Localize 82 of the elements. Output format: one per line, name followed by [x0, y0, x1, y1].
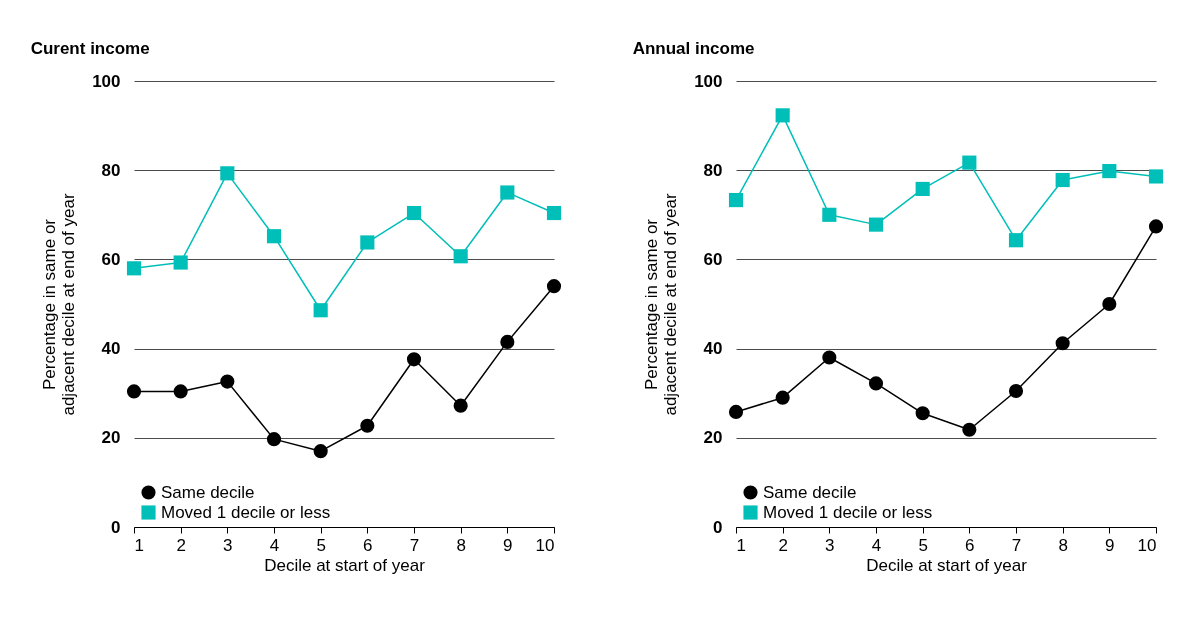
point: [453, 398, 468, 413]
point: [1008, 233, 1024, 248]
x-axis-title: Decile at start of year: [264, 555, 426, 575]
point: [500, 185, 515, 200]
y-tick-label: 20: [703, 428, 723, 448]
point: [915, 406, 930, 421]
x-tick-label: 5: [918, 535, 928, 555]
point: [266, 229, 282, 244]
y-tick-label: 20: [101, 428, 121, 448]
x-tick-label: 2: [778, 535, 788, 555]
point: [126, 384, 142, 399]
point: [775, 108, 790, 123]
y-axis-title: Percentage in same or adjacent decile at end of year: [40, 193, 79, 416]
y-tick-label: 60: [703, 249, 723, 269]
point: [868, 376, 884, 391]
x-tick-label: 6: [363, 535, 373, 555]
y-tick-label: 60: [101, 249, 121, 269]
point: [453, 249, 468, 264]
point: [728, 404, 744, 419]
y-tick-label: 100: [694, 71, 723, 91]
y-tick-label: 40: [703, 339, 723, 359]
legend-label: Same decile: [161, 482, 255, 502]
x-tick-label: 2: [176, 535, 186, 555]
y-tick-label: 0: [713, 517, 723, 537]
point: [775, 390, 790, 405]
x-tick-label: 8: [456, 535, 466, 555]
legend-label: Same decile: [763, 482, 857, 502]
chart-title: Curent income: [30, 39, 150, 58]
point: [313, 444, 328, 459]
chart-title: Annual income: [632, 39, 755, 58]
x-tick-label: 6: [965, 535, 975, 555]
x-tick-label: 4: [269, 535, 280, 555]
x-axis-title: Decile at start of year: [866, 555, 1028, 575]
x-tick-label: 9: [1105, 535, 1115, 555]
x-tick-label: 5: [316, 535, 326, 555]
legend-label: Moved 1 decile or less: [763, 502, 933, 522]
point: [822, 207, 837, 222]
point: [1008, 383, 1024, 399]
y-tick-label: 80: [101, 160, 121, 180]
point: [868, 217, 884, 232]
point: [1148, 169, 1164, 184]
y-tick-label: 40: [101, 339, 121, 359]
point: [962, 155, 977, 170]
point: [915, 181, 930, 196]
y-axis-title: Percentage in same or adjacent decile at end of year: [642, 193, 681, 416]
point: [173, 255, 188, 270]
point: [500, 334, 515, 349]
x-tick-label: 7: [409, 535, 420, 555]
point: [1148, 219, 1164, 234]
point: [313, 303, 328, 318]
point: [1102, 164, 1117, 179]
legend-label: Moved 1 decile or less: [161, 502, 331, 522]
x-tick-label: 1: [134, 535, 144, 555]
point: [266, 432, 282, 447]
x-tick-label: 10: [535, 535, 555, 555]
point: [126, 261, 142, 276]
point: [220, 374, 235, 389]
x-tick-label: 10: [1137, 535, 1157, 555]
point: [546, 205, 562, 221]
point: [406, 352, 422, 367]
x-tick-label: 3: [223, 535, 233, 555]
point: [962, 422, 977, 437]
x-tick-label: 7: [1011, 535, 1022, 555]
point: [406, 205, 422, 221]
point: [546, 279, 562, 294]
point: [360, 418, 375, 433]
y-tick-label: 100: [92, 71, 121, 91]
point: [728, 193, 744, 208]
x-tick-label: 3: [825, 535, 835, 555]
point: [1055, 172, 1070, 188]
point: [1102, 296, 1117, 312]
x-tick-label: 8: [1058, 535, 1068, 555]
x-tick-label: 4: [871, 535, 882, 555]
point: [173, 384, 188, 399]
x-tick-label: 1: [736, 535, 746, 555]
point: [1055, 336, 1070, 351]
point: [360, 235, 375, 250]
point: [822, 350, 837, 365]
point: [220, 166, 235, 181]
y-tick-label: 0: [111, 517, 121, 537]
x-tick-label: 9: [503, 535, 513, 555]
y-tick-label: 80: [703, 160, 723, 180]
